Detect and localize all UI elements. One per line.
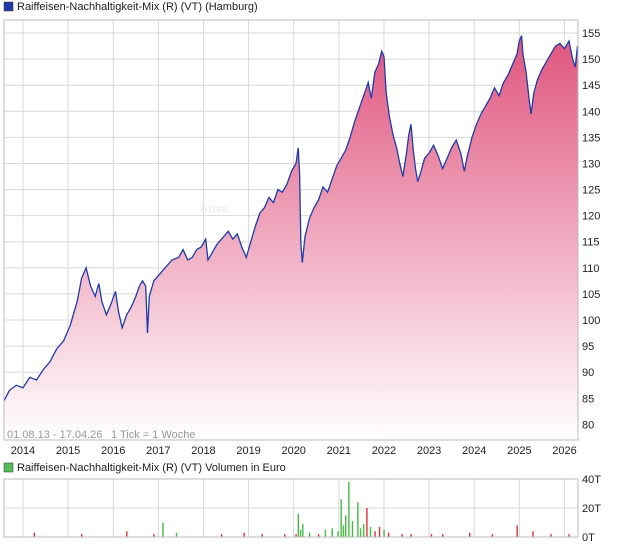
volume-bar	[516, 525, 518, 537]
y-tick-label: 145	[582, 80, 600, 92]
y-tick-label: 120	[582, 211, 600, 223]
volume-bar	[369, 526, 372, 537]
volume-bar	[284, 534, 286, 537]
volume-bar	[342, 525, 345, 537]
volume-legend-swatch	[3, 462, 14, 473]
watermark: Ariva	[200, 203, 228, 215]
volume-bar	[340, 499, 342, 537]
x-tick-label: 2024	[462, 445, 486, 457]
volume-bar	[550, 534, 552, 537]
price-line	[4, 35, 578, 402]
x-tick-label: 2022	[372, 445, 396, 457]
y-tick-label: 100	[582, 315, 600, 327]
volume-bar	[374, 531, 376, 537]
volume-bar	[153, 534, 155, 537]
volume-bar	[162, 522, 164, 537]
x-tick-label: 2014	[11, 445, 35, 457]
volume-y-tick-label: 0T	[582, 532, 595, 544]
volume-y-axis: 0T 20T 40T	[582, 474, 601, 544]
volume-bar	[308, 532, 311, 537]
volume-bar	[297, 513, 300, 537]
volume-bar	[491, 534, 494, 537]
y-tick-label: 140	[582, 106, 600, 118]
price-area-fill	[4, 35, 578, 440]
volume-bar	[378, 526, 381, 537]
volume-bar	[469, 532, 471, 537]
main-plot-frame	[3, 19, 579, 441]
main-legend-swatch	[3, 1, 14, 12]
volume-bar	[33, 532, 36, 537]
date-range-label: 01.08.13 - 17.04.26	[7, 429, 102, 441]
volume-bars	[33, 481, 570, 537]
volume-bar	[220, 534, 223, 537]
volume-y-tick-label: 20T	[582, 503, 601, 515]
y-tick-label: 85	[582, 393, 594, 405]
volume-bar	[348, 481, 350, 537]
x-tick-label: 2026	[552, 445, 576, 457]
x-tick-label: 2025	[507, 445, 531, 457]
y-tick-label: 80	[582, 419, 594, 431]
x-tick-label: 2016	[101, 445, 125, 457]
y-tick-label: 125	[582, 185, 600, 197]
volume-bar	[175, 532, 178, 537]
volume-bar	[383, 529, 385, 537]
volume-bar	[401, 534, 403, 537]
volume-bar	[366, 508, 368, 537]
volume-bar	[81, 534, 83, 537]
volume-plot-grid	[4, 478, 578, 538]
volume-bar	[126, 531, 128, 537]
x-tick-label: 2020	[281, 445, 305, 457]
x-tick-label: 2015	[56, 445, 80, 457]
volume-bar	[295, 534, 297, 537]
volume-bar	[410, 534, 412, 537]
volume-bar	[532, 531, 534, 537]
volume-bar	[317, 534, 320, 537]
volume-bar	[337, 531, 339, 537]
volume-bar	[331, 528, 333, 537]
volume-bar	[345, 515, 347, 537]
volume-bar	[442, 534, 444, 537]
volume-bar	[387, 532, 390, 537]
y-tick-label: 105	[582, 289, 600, 301]
y-tick-label: 150	[582, 54, 600, 66]
volume-bar	[359, 528, 362, 537]
volume-legend-label: Raiffeisen-Nachhaltigkeit-Mix (R) (VT) V…	[17, 462, 286, 474]
volume-bar	[363, 523, 365, 537]
x-tick-label: 2017	[146, 445, 170, 457]
y-tick-label: 90	[582, 367, 594, 379]
tick-info-label: 1 Tick = 1 Woche	[111, 429, 195, 441]
y-tick-label: 95	[582, 341, 594, 353]
volume-bar	[302, 523, 304, 537]
y-tick-label: 135	[582, 132, 600, 144]
volume-bar	[351, 521, 354, 537]
volume-bar	[261, 534, 263, 537]
y-tick-label: 110	[582, 263, 600, 275]
main-legend-label: Raiffeisen-Nachhaltigkeit-Mix (R) (VT) (…	[17, 1, 258, 13]
volume-plot-frame	[3, 478, 579, 538]
volume-bar	[357, 502, 359, 537]
x-tick-label: 2019	[236, 445, 260, 457]
y-tick-label: 130	[582, 158, 600, 170]
volume-bar	[324, 529, 327, 537]
x-axis: 2014 2015 2016 2017 2018 2019 2020 2021 2022 2023…	[11, 445, 577, 457]
main-y-axis: 80 85 90 95 100 105 110 115 120 125 130 135 140 145 15…	[582, 28, 600, 431]
x-tick-label: 2023	[417, 445, 441, 457]
volume-bar	[243, 532, 245, 537]
x-tick-label: 2018	[191, 445, 215, 457]
y-tick-label: 115	[582, 237, 600, 249]
volume-bar	[299, 529, 302, 537]
volume-bar	[568, 534, 570, 537]
volume-bar	[430, 534, 433, 537]
x-tick-label: 2021	[327, 445, 351, 457]
y-tick-label: 155	[582, 28, 600, 40]
volume-y-tick-label: 40T	[582, 474, 601, 486]
